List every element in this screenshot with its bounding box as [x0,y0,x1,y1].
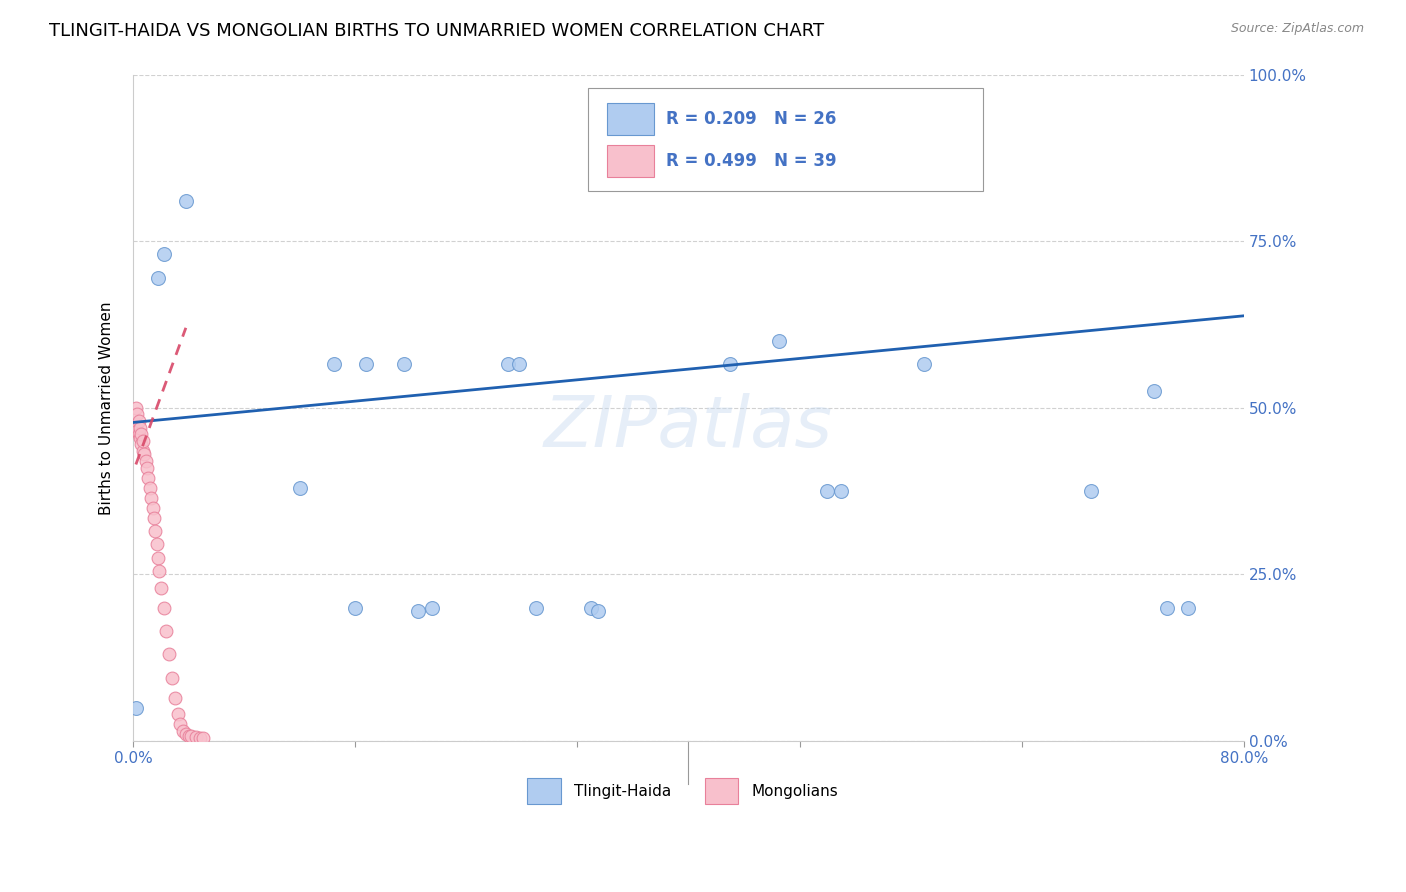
Point [1080,484,1102,499]
Point [141,500,163,515]
Point [496,358,519,372]
Point [420,600,443,615]
Point [174,194,197,209]
Point [586,604,609,618]
Point [166,707,188,722]
Point [132,434,155,449]
Point [141,491,163,505]
Point [139,481,162,495]
FancyBboxPatch shape [589,87,983,191]
Point [134,447,156,461]
Point [356,358,378,372]
Point [155,624,177,639]
Point [169,717,191,731]
Bar [607,145,654,178]
Point [188,731,211,745]
Point [152,247,174,261]
Point [148,564,170,578]
Point [581,600,603,615]
Point [392,358,415,372]
Point [830,484,852,499]
Point [815,484,838,499]
Point [131,437,153,451]
Point [132,444,155,458]
Text: R = 0.499   N = 39: R = 0.499 N = 39 [666,153,837,170]
Point [172,724,194,739]
Point [149,581,172,595]
Point [163,690,186,705]
Point [146,550,169,565]
Point [524,600,547,615]
Text: R = 0.209   N = 26: R = 0.209 N = 26 [666,111,837,128]
Point [191,731,214,746]
Point [152,600,174,615]
Point [131,427,153,442]
Point [127,408,149,422]
Bar [527,779,561,804]
Point [160,671,183,685]
Point [914,358,936,372]
Point [344,600,367,615]
Point [1142,384,1164,398]
Point [184,730,207,744]
Point [718,358,741,372]
Point [127,424,149,438]
Point [323,358,346,372]
Y-axis label: Births to Unmarried Women: Births to Unmarried Women [100,301,114,515]
Point [129,421,152,435]
Point [128,414,150,428]
Point [180,730,202,744]
Text: Tlingit-Haida: Tlingit-Haida [574,783,671,798]
Point [1177,600,1199,615]
Point [174,727,197,741]
Point [145,537,167,551]
Point [157,648,180,662]
Point [1156,600,1178,615]
Bar [704,779,738,804]
Point [125,401,148,415]
Text: ZIPatlas: ZIPatlas [544,393,832,462]
Text: TLINGIT-HAIDA VS MONGOLIAN BIRTHS TO UNMARRIED WOMEN CORRELATION CHART: TLINGIT-HAIDA VS MONGOLIAN BIRTHS TO UNM… [49,22,824,40]
Point [142,510,165,524]
Point [128,427,150,442]
Point [288,481,311,495]
Point [406,604,429,618]
Text: Mongolians: Mongolians [752,783,838,798]
Point [125,417,148,432]
Point [508,358,530,372]
Point [177,729,200,743]
Point [135,454,157,468]
Point [125,700,148,714]
Point [768,334,790,348]
Point [136,460,159,475]
Point [129,431,152,445]
Point [138,471,160,485]
Bar [607,103,654,136]
Point [143,524,166,538]
Text: Source: ZipAtlas.com: Source: ZipAtlas.com [1230,22,1364,36]
Point [146,270,169,285]
